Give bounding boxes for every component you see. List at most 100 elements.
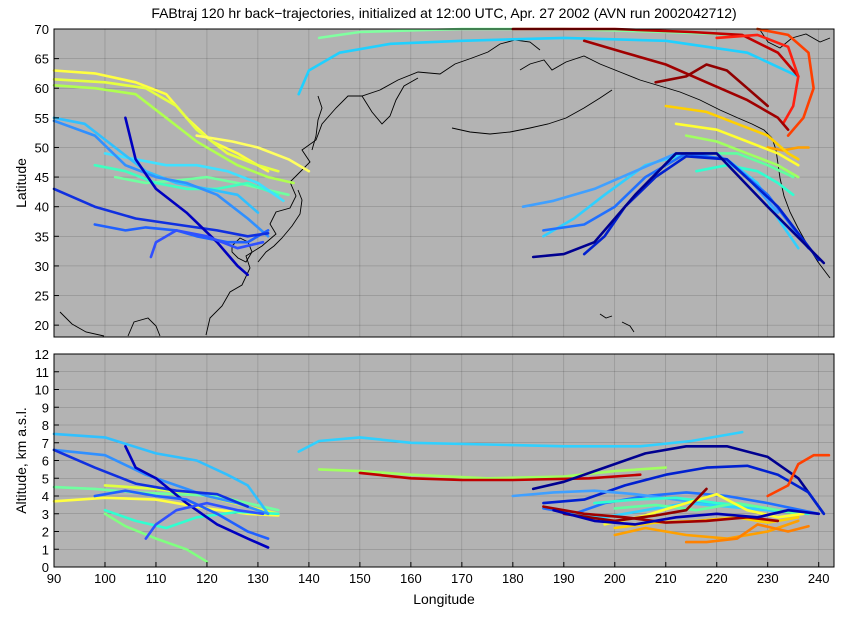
map-panel: 20 25 30 35 40 45 50 55 60 65 70 Latitude: [13, 22, 835, 338]
x-tick-label: 190: [553, 571, 575, 586]
trajectory-line: [52, 496, 280, 517]
coastline-asia: [205, 39, 541, 336]
y-tick-label: 12: [35, 347, 49, 362]
trajectory-line: [582, 155, 820, 262]
y-tick-label: 25: [35, 289, 49, 304]
y-tick-label: 5: [42, 471, 49, 486]
y-tick-label: 35: [35, 229, 49, 244]
coastline-alaska: [519, 55, 773, 139]
x-tick-label: 130: [247, 571, 269, 586]
x-tick-label: 180: [502, 571, 524, 586]
x-tick-label: 230: [757, 571, 779, 586]
coastline-china-south: [59, 311, 161, 337]
y-tick-label: 8: [42, 418, 49, 433]
coastline-aleutians: [451, 89, 613, 135]
trajectory-line: [654, 63, 769, 108]
map-y-ticks: 20 25 30 35 40 45 50 55 60 65 70: [35, 22, 59, 333]
trajectory-line: [684, 134, 800, 179]
y-tick-label: 60: [35, 81, 49, 96]
y-tick-label: 7: [42, 436, 49, 451]
coastline-map: [59, 29, 831, 337]
y-tick-label: 1: [42, 542, 49, 557]
trajectory-line: [124, 445, 270, 549]
trajectory-line: [674, 122, 800, 167]
longitude-axis-title: Longitude: [413, 591, 475, 607]
x-tick-label: 210: [655, 571, 677, 586]
x-tick-label: 170: [451, 571, 473, 586]
x-tick-label: 90: [47, 571, 61, 586]
x-tick-label: 160: [400, 571, 422, 586]
altitude-trajectories: [52, 430, 831, 563]
trajectory-line: [317, 466, 668, 480]
coastline-hawaii: [599, 313, 635, 333]
x-tick-label: 240: [808, 571, 830, 586]
y-tick-label: 4: [42, 489, 49, 504]
figure-title: FABtraj 120 hr back−trajectories, initia…: [151, 5, 736, 21]
y-tick-label: 65: [35, 52, 49, 67]
trajectory-line: [613, 519, 800, 540]
trajectory-line: [103, 512, 209, 563]
x-tick-label: 200: [604, 571, 626, 586]
trajectory-line: [613, 501, 800, 516]
y-tick-label: 70: [35, 22, 49, 37]
trajectory-line: [149, 229, 265, 259]
trajectory-line: [93, 489, 270, 540]
trajectory-line: [297, 36, 800, 96]
y-tick-label: 55: [35, 111, 49, 126]
x-tick-label: 220: [706, 571, 728, 586]
y-tick-label: 45: [35, 170, 49, 185]
trajectory-line: [124, 116, 249, 277]
trajectory-line: [297, 430, 744, 453]
map-plot-area: [54, 29, 834, 337]
trajectory-line: [542, 464, 826, 516]
trajectory-line: [52, 187, 270, 238]
y-tick-label: 6: [42, 454, 49, 469]
trajectory-line: [52, 448, 249, 508]
trajectory-line: [531, 445, 826, 516]
x-tick-label: 110: [146, 571, 167, 586]
y-tick-label: 50: [35, 140, 49, 155]
trajectory-line: [531, 152, 826, 265]
map-trajectories: [52, 27, 826, 277]
trajectory-line: [766, 146, 810, 152]
trajectory-line: [52, 432, 270, 516]
trajectory-line: [715, 33, 800, 126]
map-frame: [53, 28, 835, 338]
trajectory-line: [552, 508, 820, 526]
y-tick-label: 2: [42, 525, 49, 540]
trajectory-line: [52, 119, 270, 238]
coastline-korea: [231, 237, 253, 263]
latitude-axis-title: Latitude: [13, 158, 29, 208]
longitude-x-ticks: 90 100 110 120 130 140 150 160 170 180 190 200 210 22…: [47, 562, 830, 586]
trajectory-line: [664, 104, 800, 161]
y-tick-label: 0: [42, 560, 49, 575]
y-tick-label: 9: [42, 400, 49, 415]
trajectory-line: [52, 84, 295, 185]
trajectory-line: [358, 471, 642, 482]
x-tick-label: 100: [94, 571, 116, 586]
altitude-plot-area: [54, 354, 834, 567]
trajectory-line: [603, 492, 805, 526]
trajectory-line: [695, 163, 795, 197]
x-tick-label: 140: [298, 571, 320, 586]
trajectory-line: [684, 523, 810, 544]
y-tick-label: 30: [35, 259, 49, 274]
trajectory-line: [93, 163, 280, 197]
trajectory-line: [756, 27, 815, 137]
y-tick-label: 20: [35, 318, 49, 333]
trajectory-line: [582, 39, 790, 131]
trajectory-line: [562, 487, 708, 523]
x-tick-label: 120: [196, 571, 218, 586]
x-tick-label: 150: [349, 571, 371, 586]
coastline-japan: [257, 189, 303, 263]
trajectory-line: [144, 501, 265, 540]
y-tick-label: 3: [42, 507, 49, 522]
y-tick-label: 10: [35, 383, 49, 398]
trajectory-line: [766, 453, 831, 498]
coastline-sakhalin: [311, 95, 323, 151]
trajectory-line: [195, 134, 311, 173]
y-tick-label: 40: [35, 200, 49, 215]
